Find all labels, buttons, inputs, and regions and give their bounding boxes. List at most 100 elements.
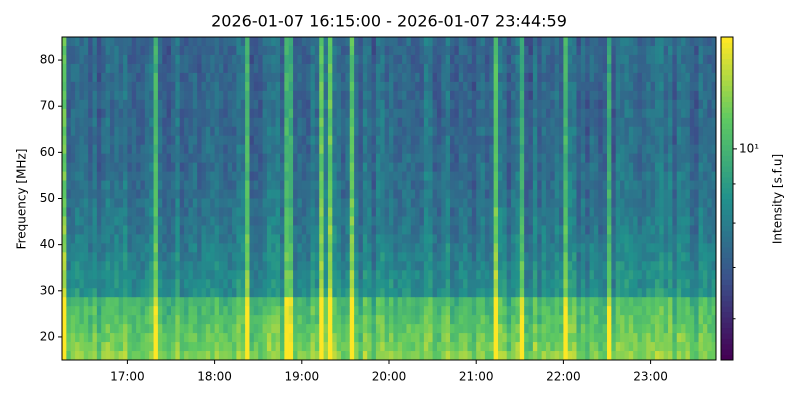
spectrogram-cell — [498, 54, 503, 65]
spectrogram-cell — [585, 153, 591, 164]
spectrogram-cell — [567, 270, 573, 280]
spectrogram-cell — [144, 243, 150, 253]
spectrogram-cell — [144, 171, 150, 182]
spectrogram-cell — [144, 54, 150, 65]
spectrogram-cell — [205, 45, 211, 56]
spectrogram-cell — [532, 117, 538, 128]
spectrogram-cell — [188, 45, 194, 56]
spectrogram-cell — [537, 117, 543, 128]
spectrogram-cell — [450, 37, 455, 47]
spectrogram-cell — [284, 270, 290, 280]
spectrogram-cell — [96, 288, 102, 298]
spectrogram-cell — [637, 306, 643, 316]
spectrogram-cell — [341, 216, 346, 226]
spectrogram-cell — [567, 189, 573, 199]
spectrogram-cell — [641, 144, 647, 155]
spectrogram-cell — [201, 180, 207, 191]
spectrogram-cell — [554, 171, 560, 182]
spectrogram-cell — [157, 135, 163, 146]
spectrogram-cell — [380, 270, 386, 280]
spectrogram-cell — [659, 234, 665, 244]
spectrogram-cell — [450, 45, 455, 56]
spectrogram-cell — [245, 117, 250, 128]
spectrogram-cell — [293, 144, 298, 155]
spectrogram-cell — [214, 342, 220, 352]
spectrogram-cell — [502, 243, 508, 253]
spectrogram-cell — [127, 54, 133, 65]
spectrogram-cell — [175, 198, 181, 208]
spectrogram-cell — [218, 81, 224, 92]
spectrogram-cell — [607, 144, 612, 155]
spectrogram-cell — [454, 135, 460, 146]
spectrogram-cell — [349, 333, 355, 343]
spectrogram-cell — [105, 297, 111, 307]
spectrogram-cell — [371, 162, 377, 173]
spectrogram-cell — [166, 144, 172, 155]
spectrogram-cell — [310, 90, 316, 101]
spectrogram-cell — [266, 108, 272, 119]
spectrogram-cell — [62, 54, 67, 65]
spectrogram-cell — [66, 324, 72, 334]
spectrogram-cell — [611, 37, 617, 47]
spectrogram-cell — [511, 63, 516, 74]
spectrogram-cell — [236, 72, 242, 83]
spectrogram-cell — [423, 108, 429, 119]
spectrogram-cell — [502, 37, 508, 47]
spectrogram-cell — [428, 162, 434, 173]
spectrogram-cell — [275, 243, 281, 253]
spectrogram-cell — [314, 162, 320, 173]
spectrogram-cell — [92, 108, 98, 119]
spectrogram-cell — [493, 153, 499, 164]
spectrogram-cell — [620, 279, 625, 289]
spectrogram-cell — [502, 72, 508, 83]
spectrogram-cell — [493, 37, 499, 47]
spectrogram-cell — [423, 117, 429, 128]
spectrogram-cell — [275, 63, 281, 74]
spectrogram-cell — [441, 108, 447, 119]
spectrogram-cell — [650, 333, 656, 343]
spectrogram-cell — [611, 63, 617, 74]
spectrogram-cell — [314, 189, 320, 199]
spectrogram-cell — [476, 216, 482, 226]
spectrogram-cell — [240, 162, 246, 173]
spectrogram-cell — [109, 207, 115, 217]
spectrogram-cell — [258, 63, 264, 74]
spectrogram-cell — [175, 288, 181, 298]
spectrogram-cell — [140, 234, 146, 244]
spectrogram-cell — [266, 37, 272, 47]
spectrogram-cell — [406, 135, 412, 146]
spectrogram-cell — [450, 297, 455, 307]
spectrogram-cell — [280, 144, 285, 155]
spectrogram-cell — [511, 306, 516, 316]
spectrogram-cell — [637, 324, 643, 334]
spectrogram-cell — [498, 315, 503, 325]
spectrogram-cell — [205, 37, 211, 47]
spectrogram-cell — [301, 207, 307, 217]
spectrogram-cell — [297, 54, 303, 65]
spectrogram-cell — [593, 216, 599, 226]
spectrogram-cell — [532, 279, 538, 289]
spectrogram-cell — [262, 45, 268, 56]
spectrogram-cell — [354, 315, 359, 325]
spectrogram-cell — [288, 333, 294, 343]
spectrogram-cell — [275, 306, 281, 316]
spectrogram-cell — [628, 126, 634, 137]
spectrogram-cell — [253, 333, 259, 343]
spectrogram-cell — [245, 189, 250, 199]
spectrogram-cell — [332, 72, 338, 83]
spectrogram-cell — [528, 63, 534, 74]
spectrogram-cell — [441, 198, 447, 208]
spectrogram-cell — [375, 108, 381, 119]
spectrogram-cell — [423, 351, 429, 361]
spectrogram-cell — [123, 81, 128, 92]
spectrogram-cell — [188, 189, 194, 199]
spectrogram-cell — [96, 243, 102, 253]
spectrogram-cell — [559, 81, 564, 92]
spectrogram-cell — [380, 45, 386, 56]
spectrogram-cell — [528, 117, 534, 128]
spectrogram-cell — [436, 162, 442, 173]
spectrogram-cell — [598, 261, 604, 271]
spectrogram-cell — [620, 189, 625, 199]
spectrogram-cell — [310, 126, 316, 137]
spectrogram-cell — [362, 270, 368, 280]
